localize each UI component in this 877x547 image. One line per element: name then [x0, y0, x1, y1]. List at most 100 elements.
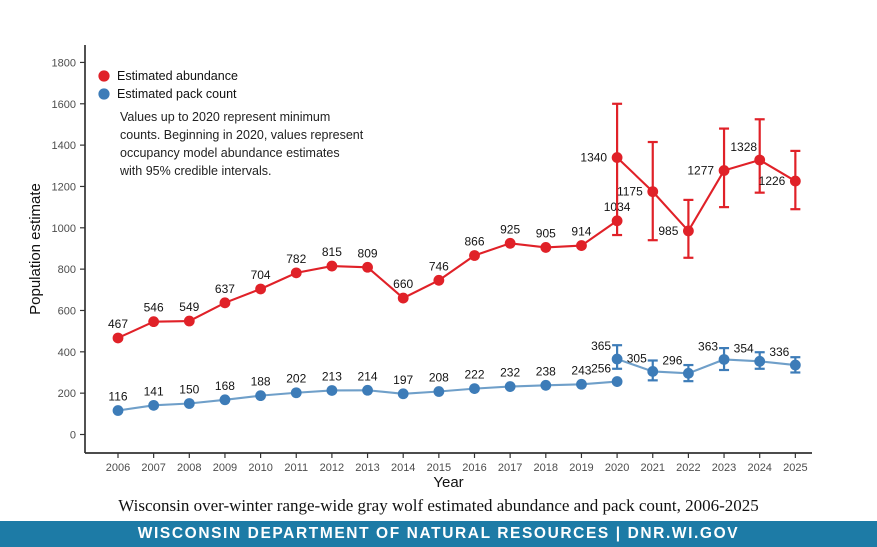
data-label-pack-count-minimum-counts-2017: 232 [500, 366, 520, 380]
svg-text:2021: 2021 [641, 462, 665, 474]
data-label-abundance-occupancy-estimates-2025: 1226 [759, 174, 786, 188]
svg-text:2006: 2006 [106, 462, 130, 474]
svg-text:with 95% credible intervals.: with 95% credible intervals. [119, 164, 271, 178]
data-label-pack-count-minimum-counts-2019: 243 [571, 363, 591, 377]
data-point-pack-count-occupancy-estimates-2024 [754, 355, 766, 367]
data-point-pack-count-occupancy-estimates-2025 [789, 359, 801, 371]
svg-text:2011: 2011 [284, 462, 308, 474]
legend-marker-abundance [98, 70, 110, 82]
data-label-abundance-occupancy-estimates-2020: 1340 [580, 151, 607, 165]
data-point-pack-count-minimum-counts-2016 [469, 383, 480, 395]
data-label-pack-count-occupancy-estimates-2021: 305 [627, 351, 647, 365]
data-label-abundance-minimum-counts-2007: 546 [144, 301, 164, 315]
svg-text:2018: 2018 [534, 462, 558, 474]
x-axis-ticks: 2006 2007 2008 2009 2010 2011 2012 2013 2014 2015… [106, 453, 808, 474]
y-axis-ticks: 0 200 400 600 800 1000 1200 1400 1600 1800 [52, 57, 85, 442]
svg-text:2007: 2007 [141, 462, 165, 474]
data-point-abundance-minimum-counts-2018 [540, 242, 552, 253]
data-point-abundance-occupancy-estimates-2020 [611, 152, 623, 163]
data-point-abundance-occupancy-estimates-2021 [647, 186, 659, 198]
data-point-pack-count-minimum-counts-2010 [255, 390, 266, 402]
data-point-pack-count-minimum-counts-2008 [183, 398, 195, 409]
data-point-pack-count-minimum-counts-2009 [219, 394, 231, 406]
data-label-abundance-occupancy-estimates-2021: 1175 [617, 185, 643, 199]
y-axis-title: Population estimate [27, 183, 44, 315]
svg-text:2016: 2016 [462, 462, 486, 474]
data-label-pack-count-minimum-counts-2009: 168 [215, 379, 235, 393]
footer-text: WISCONSIN DEPARTMENT OF NATURAL RESOURCE… [137, 525, 740, 542]
data-point-pack-count-minimum-counts-2015 [433, 386, 445, 397]
data-label-abundance-minimum-counts-2018: 905 [536, 226, 556, 240]
data-label-abundance-minimum-counts-2014: 660 [393, 277, 413, 291]
data-label-pack-count-occupancy-estimates-2025: 336 [769, 345, 789, 359]
data-label-pack-count-minimum-counts-2020: 256 [591, 362, 611, 376]
data-label-pack-count-minimum-counts-2007: 141 [144, 384, 164, 398]
data-label-pack-count-occupancy-estimates-2024: 354 [734, 341, 754, 355]
data-point-pack-count-minimum-counts-2018 [540, 379, 552, 391]
svg-text:2014: 2014 [391, 462, 415, 474]
svg-text:1800: 1800 [52, 57, 76, 69]
x-axis-title: Year [433, 474, 463, 491]
data-point-pack-count-minimum-counts-2006 [112, 405, 124, 416]
data-label-abundance-minimum-counts-2012: 815 [322, 245, 342, 259]
data-label-abundance-occupancy-estimates-2024: 1328 [730, 140, 757, 154]
data-label-abundance-minimum-counts-2011: 782 [286, 252, 306, 266]
svg-text:Estimated pack count: Estimated pack count [117, 87, 237, 101]
svg-text:2025: 2025 [783, 462, 807, 474]
data-point-abundance-minimum-counts-2017 [504, 237, 516, 249]
data-label-pack-count-minimum-counts-2011: 202 [286, 372, 306, 386]
data-point-abundance-minimum-counts-2008 [183, 315, 195, 327]
svg-text:0: 0 [70, 430, 76, 442]
data-point-pack-count-occupancy-estimates-2022 [683, 367, 694, 379]
data-label-pack-count-occupancy-estimates-2023: 363 [698, 339, 718, 353]
data-point-abundance-occupancy-estimates-2025 [789, 175, 801, 187]
data-point-abundance-minimum-counts-2007 [148, 316, 160, 328]
data-point-abundance-minimum-counts-2009 [219, 297, 231, 309]
svg-text:1400: 1400 [52, 140, 76, 152]
legend-marker-pack-count [98, 88, 110, 100]
data-label-abundance-minimum-counts-2016: 866 [464, 234, 484, 248]
data-point-pack-count-minimum-counts-2012 [326, 385, 338, 396]
data-label-abundance-minimum-counts-2008: 549 [179, 300, 199, 314]
data-point-pack-count-occupancy-estimates-2020 [611, 353, 623, 365]
data-label-pack-count-minimum-counts-2014: 197 [393, 373, 413, 387]
footer-bar: WISCONSIN DEPARTMENT OF NATURAL RESOURCE… [0, 521, 877, 547]
data-point-abundance-minimum-counts-2016 [469, 250, 480, 261]
svg-text:2008: 2008 [177, 462, 201, 474]
data-point-pack-count-minimum-counts-2020 [611, 376, 623, 387]
data-label-pack-count-minimum-counts-2016: 222 [464, 368, 484, 382]
svg-text:2023: 2023 [712, 462, 736, 474]
legend: Estimated abundance Estimated pack count [98, 69, 238, 101]
svg-text:2012: 2012 [320, 462, 344, 474]
data-label-pack-count-occupancy-estimates-2020: 365 [591, 339, 611, 353]
data-point-pack-count-minimum-counts-2007 [148, 399, 160, 411]
data-label-abundance-occupancy-estimates-2023: 1277 [687, 164, 714, 178]
svg-text:1000: 1000 [52, 223, 76, 235]
data-point-pack-count-minimum-counts-2013 [362, 384, 373, 396]
data-label-abundance-minimum-counts-2019: 914 [571, 225, 591, 239]
svg-text:2019: 2019 [569, 462, 593, 474]
data-point-pack-count-minimum-counts-2017 [504, 381, 516, 392]
data-label-pack-count-minimum-counts-2008: 150 [179, 382, 199, 396]
data-point-abundance-minimum-counts-2012 [326, 260, 338, 272]
data-label-abundance-minimum-counts-2006: 467 [108, 317, 128, 331]
data-point-pack-count-minimum-counts-2019 [576, 378, 587, 390]
data-label-abundance-minimum-counts-2013: 809 [358, 246, 378, 260]
data-point-abundance-occupancy-estimates-2024 [754, 154, 766, 166]
data-point-abundance-occupancy-estimates-2023 [718, 165, 730, 176]
svg-text:counts. Beginning in 2020, val: counts. Beginning in 2020, values repres… [120, 128, 364, 142]
svg-text:2009: 2009 [213, 462, 237, 474]
data-label-pack-count-minimum-counts-2006: 116 [108, 390, 127, 404]
data-point-abundance-minimum-counts-2006 [112, 332, 124, 344]
data-point-abundance-minimum-counts-2019 [576, 240, 587, 251]
data-point-abundance-occupancy-estimates-2022 [683, 225, 694, 237]
svg-text:2020: 2020 [605, 462, 629, 474]
data-label-abundance-occupancy-estimates-2022: 985 [658, 224, 678, 238]
svg-text:600: 600 [58, 305, 76, 317]
data-label-abundance-minimum-counts-2010: 704 [251, 268, 271, 282]
data-label-pack-count-minimum-counts-2013: 214 [358, 369, 378, 383]
svg-text:200: 200 [58, 388, 76, 400]
data-label-abundance-minimum-counts-2015: 746 [429, 259, 449, 273]
data-label-pack-count-minimum-counts-2012: 213 [322, 369, 342, 383]
svg-text:2022: 2022 [676, 462, 700, 474]
